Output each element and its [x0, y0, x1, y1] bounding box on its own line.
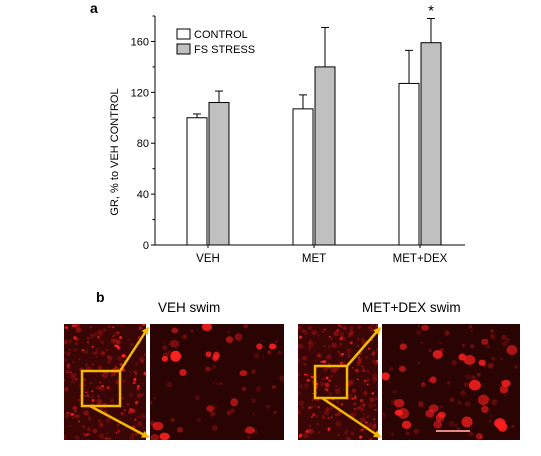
met-dex-swim-caption: MET+DEX swim — [362, 300, 461, 315]
legend-swatch — [176, 43, 191, 55]
legend-swatch — [176, 28, 191, 40]
y-tick-label: 0 — [143, 240, 149, 252]
panel-b-label: b — [96, 289, 105, 305]
y-tick-label: 40 — [137, 189, 149, 201]
y-tick-label: 160 — [131, 36, 149, 48]
x-category-label: MET+DEX — [393, 253, 448, 265]
bar-chart: CONTROL FS STRESS 0 40 80 120 160 VEH MET MET+D… — [109, 3, 465, 265]
y-axis-title: GR, % to VEH CONTROL — [109, 88, 121, 215]
x-axis: VEH MET MET+DEX — [155, 244, 465, 265]
y-axis: 0 40 80 120 160 — [131, 15, 156, 252]
veh-overview-micrograph — [64, 324, 146, 440]
bar-control — [398, 82, 420, 246]
bar-fs-stress — [208, 102, 230, 246]
significance-marker: * — [428, 3, 434, 20]
veh-swim-caption: VEH swim — [158, 300, 221, 315]
y-tick-label: 120 — [131, 87, 149, 99]
legend: CONTROL FS STRESS — [176, 28, 255, 56]
legend-label: CONTROL — [194, 29, 248, 41]
veh-zoom-micrograph — [150, 324, 284, 440]
x-category-label: VEH — [196, 253, 220, 265]
y-tick-label: 80 — [137, 138, 149, 150]
x-category-label: MET — [302, 253, 326, 265]
metdex-zoom-micrograph — [382, 324, 520, 440]
bars: * — [186, 3, 442, 246]
panel-a-label: a — [90, 0, 98, 16]
bar-control — [292, 108, 314, 246]
metdex-overview-micrograph — [298, 324, 378, 440]
legend-label: FS STRESS — [194, 44, 255, 56]
bar-control — [186, 117, 208, 246]
bar-fs-stress — [314, 66, 336, 246]
bar-fs-stress — [420, 42, 442, 246]
